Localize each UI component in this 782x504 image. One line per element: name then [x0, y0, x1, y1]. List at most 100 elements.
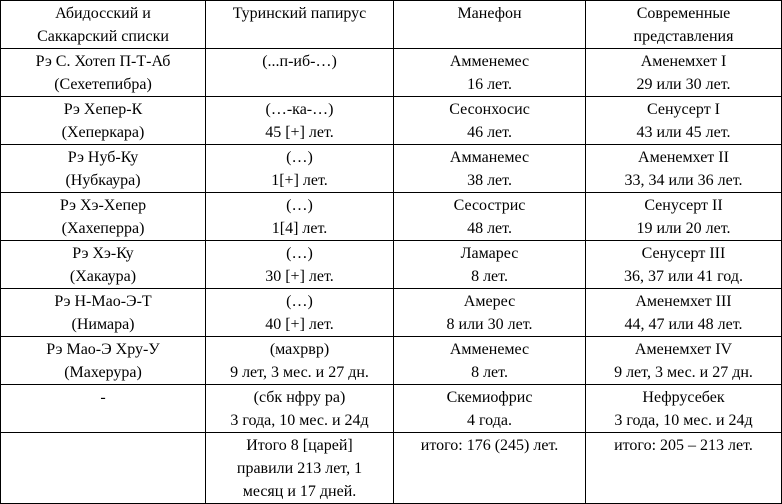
cell-text: (Хакаура): [69, 268, 137, 285]
cell-text: Рэ Н-Мао-Э-Т: [54, 293, 152, 310]
cell-text: 8 лет.: [471, 268, 508, 285]
cell-turin-papyrus: (…) 40 [+] лет.: [205, 288, 394, 337]
cell-text: Аменемхет I: [640, 53, 727, 70]
cell-text: Аменемхет IV: [634, 341, 733, 358]
cell-manetho: Ламарес 8 лет.: [393, 240, 586, 289]
cell-abydos-saqqara-lists: Абидосский и Саккарский списки: [0, 0, 206, 49]
cell-text: 3 года, 10 мес. и 24д: [230, 412, 369, 429]
cell-text: 3 года, 10 мес. и 24д: [614, 412, 753, 429]
cell-text: (…): [286, 245, 313, 262]
cell-turin-papyrus: (…-ка-…) 45 [+] лет.: [205, 96, 394, 145]
cell-text: 4 года.: [467, 412, 512, 429]
cell-abydos-saqqara-lists: Рэ Нуб-Ку (Нубкаура): [0, 144, 206, 193]
cell-manetho: итого: 176 (245) лет.: [393, 432, 586, 504]
header-row: Абидосский и Саккарский списки Туринский п…: [0, 0, 782, 49]
cell-text: Сенусерт I: [646, 101, 721, 118]
cell-text: 45 [+] лет.: [265, 124, 334, 141]
cell-text: 9 лет, 3 мес. и 27 дн.: [230, 364, 369, 381]
cell-manetho: Амменемес 8 лет.: [393, 336, 586, 385]
cell-modern-views: Аменемхет I 29 или 30 лет.: [585, 48, 782, 97]
cell-text: Сесострис: [453, 197, 526, 214]
cell-text: Рэ Мао-Э Хру-У: [46, 341, 160, 358]
cell-text: правили 213 лет, 1: [236, 460, 363, 477]
cell-text: Амерес: [463, 293, 516, 310]
cell-text: 48 лет.: [467, 220, 512, 237]
cell-text: итого: 176 (245) лет.: [420, 437, 559, 454]
cell-text: (…): [286, 149, 313, 166]
cell-manetho: Сесострис 48 лет.: [393, 192, 586, 241]
cell-text: 44, 47 или 48 лет.: [624, 316, 743, 333]
cell-text: Рэ Хэ-Ку: [72, 245, 134, 262]
cell-text: Ламарес: [460, 245, 519, 262]
cell-text: (махрвр): [269, 341, 330, 358]
cell-text: Рэ Хэ-Хепер: [59, 197, 147, 214]
cell-text: (Сехетепибра): [54, 76, 152, 93]
cell-text: 36, 37 или 41 год.: [624, 268, 743, 285]
cell-text: Саккарский списки: [37, 28, 169, 45]
cell-modern-views: Нефрусебек 3 года, 10 мес. и 24д: [585, 384, 782, 433]
cell-modern-views: Аменемхет III 44, 47 или 48 лет.: [585, 288, 782, 337]
cell-text: Абидосский и: [55, 5, 151, 22]
cell-text: 1[+] лет.: [271, 172, 328, 189]
cell-abydos-saqqara-lists: Рэ Хэ-Хепер (Хахеперра): [0, 192, 206, 241]
cell-abydos-saqqara-lists: Рэ Хепер-К (Хеперкара): [0, 96, 206, 145]
cell-text: Скемиофрис: [446, 389, 533, 406]
cell-text: Манефон: [457, 5, 522, 22]
cell-text: 38 лет.: [467, 172, 512, 189]
cell-abydos-saqqara-lists: Рэ Хэ-Ку (Хакаура): [0, 240, 206, 289]
cell-modern-views: Современные представления: [585, 0, 782, 49]
cell-abydos-saqqara-lists: -: [0, 384, 206, 433]
cell-text: (сбк нфру ра): [253, 389, 346, 406]
cell-text: (Нимара): [71, 316, 135, 333]
table-row: - (сбк нфру ра) 3 года, 10 мес. и 24д Скеми…: [0, 384, 782, 433]
cell-modern-views: Сенусерт III 36, 37 или 41 год.: [585, 240, 782, 289]
cell-turin-papyrus: Туринский папирус: [205, 0, 394, 49]
cell-text: 29 или 30 лет.: [636, 76, 731, 93]
cell-modern-views: Аменемхет II 33, 34 или 36 лет.: [585, 144, 782, 193]
cell-manetho: Амманемес 38 лет.: [393, 144, 586, 193]
cell-text: (…): [286, 197, 313, 214]
cell-modern-views: Сенусерт I 43 или 45 лет.: [585, 96, 782, 145]
table-row: Рэ Нуб-Ку (Нубкаура) (…) 1[+] лет. Амманемес…: [0, 144, 782, 193]
cell-text: Амменемес: [449, 53, 530, 70]
cell-turin-papyrus: (…) 30 [+] лет.: [205, 240, 394, 289]
cell-abydos-saqqara-lists: [0, 432, 206, 504]
cell-text: (…): [286, 293, 313, 310]
cell-text: представления: [633, 28, 734, 45]
cell-text: 16 лет.: [467, 76, 512, 93]
cell-text: Туринский папирус: [232, 5, 367, 22]
cell-text: месяц и 17 дней.: [242, 483, 357, 500]
cell-text: Сенусерт II: [644, 197, 723, 214]
cell-text: (Нубкаура): [65, 172, 141, 189]
cell-modern-views: итого: 205 – 213 лет.: [585, 432, 782, 504]
cell-text: Амманемес: [449, 149, 530, 166]
cell-abydos-saqqara-lists: Рэ Мао-Э Хру-У (Махерура): [0, 336, 206, 385]
cell-text: Рэ Хепер-К: [63, 101, 143, 118]
cell-text: 8 лет.: [471, 364, 508, 381]
cell-text: Сесонхосис: [449, 101, 530, 118]
cell-text: 8 или 30 лет.: [446, 316, 533, 333]
cell-text: 33, 34 или 36 лет.: [624, 172, 743, 189]
cell-text: 30 [+] лет.: [265, 268, 334, 285]
cell-text: Амменемес: [449, 341, 530, 358]
cell-text: 1[4] лет.: [271, 220, 328, 237]
table-row: Рэ Хепер-К (Хеперкара) (…-ка-…) 45 [+] лет.…: [0, 96, 782, 145]
cell-text: (…-ка-…): [265, 101, 334, 118]
cell-text: Современные: [636, 5, 731, 22]
cell-text: (Махерура): [64, 364, 142, 381]
table-row: Рэ Н-Мао-Э-Т (Нимара) (…) 40 [+] лет. Амерес…: [0, 288, 782, 337]
cell-manetho: Сесонхосис 46 лет.: [393, 96, 586, 145]
cell-turin-papyrus: Итого 8 [царей] правили 213 лет, 1 месяц и…: [205, 432, 394, 504]
cell-manetho: Амерес 8 или 30 лет.: [393, 288, 586, 337]
cell-turin-papyrus: (махрвр) 9 лет, 3 мес. и 27 дн.: [205, 336, 394, 385]
cell-turin-papyrus: (…) 1[+] лет.: [205, 144, 394, 193]
cell-text: 43 или 45 лет.: [636, 124, 731, 141]
cell-text: Сенусерт III: [641, 245, 726, 262]
cell-modern-views: Сенусерт II 19 или 20 лет.: [585, 192, 782, 241]
cell-text: (Хахеперра): [61, 220, 145, 237]
cell-text: 19 или 20 лет.: [636, 220, 731, 237]
table-row: Рэ Хэ-Хепер (Хахеперра) (…) 1[4] лет. Сесост…: [0, 192, 782, 241]
cell-turin-papyrus: (...п-иб-…): [205, 48, 394, 97]
cell-turin-papyrus: (…) 1[4] лет.: [205, 192, 394, 241]
